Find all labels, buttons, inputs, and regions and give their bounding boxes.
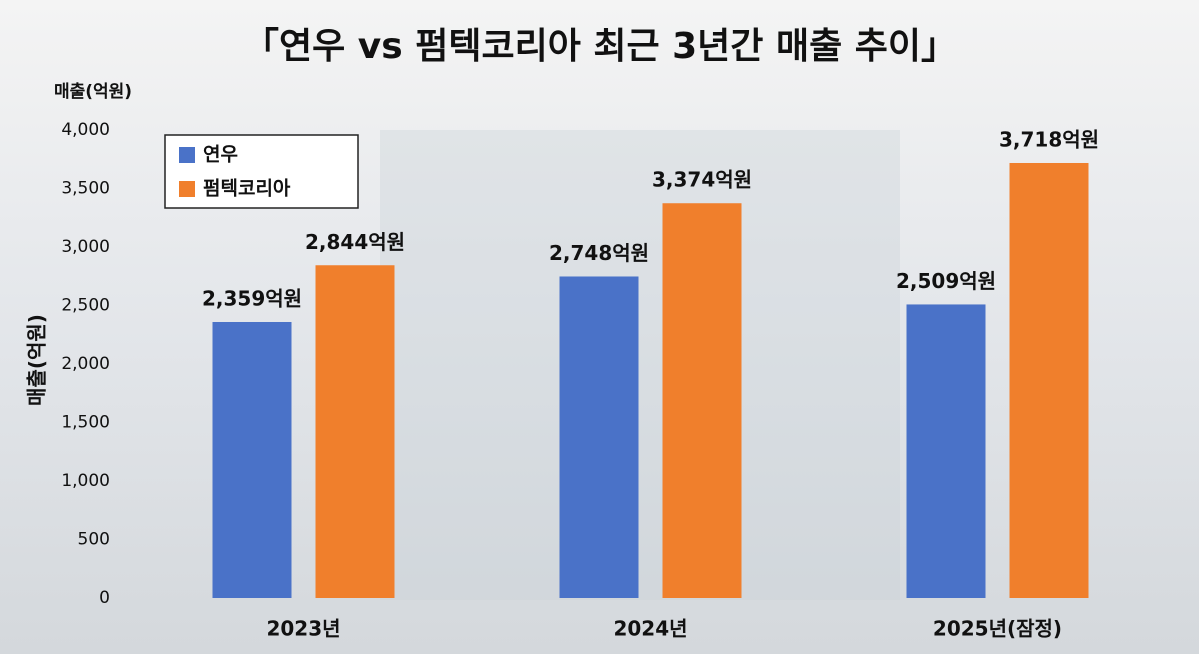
chart-title: 「연우 vs 펌텍코리아 최근 3년간 매출 추이」: [243, 26, 957, 67]
x-tick-label: 2023년: [266, 617, 340, 641]
y-axis-label: 매출(억원): [25, 314, 49, 406]
y-tick-label: 1,500: [61, 413, 110, 433]
x-tick-label: 2025년(잠정): [933, 617, 1062, 641]
y-tick-label: 500: [78, 530, 110, 550]
bar: [906, 304, 986, 598]
y-tick-label: 2,000: [61, 354, 110, 374]
x-tick-label: 2024년: [613, 617, 687, 641]
y-tick-label: 0: [99, 588, 110, 608]
y-tick-label: 2,500: [61, 296, 110, 316]
bar: [315, 265, 395, 598]
bar: [1009, 162, 1089, 598]
legend-label: 연우: [203, 144, 238, 166]
legend-swatch: [179, 147, 195, 163]
value-label: 3,718억원: [999, 127, 1099, 151]
legend-label: 펌텍코리아: [203, 178, 291, 200]
background-building: [380, 130, 900, 600]
y-tick-label: 3,500: [61, 179, 110, 199]
legend-swatch: [179, 181, 195, 197]
y-tick-label: 1,000: [61, 471, 110, 491]
value-label: 2,844억원: [305, 230, 405, 254]
bar: [662, 203, 742, 598]
legend-box: [164, 134, 359, 209]
y-tick-label: 3,000: [61, 237, 110, 257]
value-label: 2,509억원: [896, 269, 996, 293]
value-label: 2,359억원: [202, 286, 302, 310]
bar: [212, 321, 292, 598]
unit-label: 매출(억원): [54, 82, 132, 102]
value-label: 3,374억원: [652, 168, 752, 192]
bar: [559, 276, 639, 598]
y-tick-label: 4,000: [61, 120, 110, 140]
value-label: 2,748억원: [549, 241, 649, 265]
